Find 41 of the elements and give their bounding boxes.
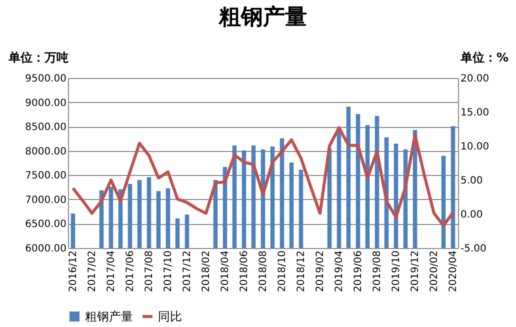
x-tick-label: 2019/12: [410, 250, 422, 292]
x-tick-label: 2018/10: [277, 250, 288, 292]
y2-tick-label: 10.00: [460, 142, 490, 152]
y2-tick-label: 20.00: [460, 74, 490, 84]
y-tick-label: 6500.00: [25, 219, 66, 230]
y2-axis-title: 单位：%: [459, 50, 508, 64]
x-tick-label: 2018/08: [258, 250, 269, 292]
x-tick-label: 2019/10: [391, 250, 402, 292]
x-tick-label: 2019/02: [315, 250, 326, 292]
x-tick-label: 2018/02: [200, 250, 212, 292]
x-tick-label: 2017/10: [162, 250, 174, 292]
y-tick-label: 9000.00: [25, 98, 66, 109]
x-tick-label: 2018/06: [239, 250, 250, 292]
y2-tick-label: 15.00: [460, 108, 490, 118]
y-tick-label: 7500.00: [25, 170, 66, 182]
y-tick-label: 8000.00: [25, 146, 66, 158]
x-tick-label: 2018/04: [220, 250, 231, 292]
legend-label: 同比: [158, 310, 182, 324]
x-tick-label: 2017/08: [144, 250, 155, 292]
x-tick-label: 2019/06: [353, 250, 364, 292]
y2-tick-label: 0.00: [460, 210, 483, 220]
x-tick-label: 2020/02: [429, 250, 440, 292]
y2-tick-label: -5.00: [460, 244, 486, 254]
y2-tick-label: 5.00: [460, 176, 483, 186]
y-tick-label: 7000.00: [25, 194, 66, 206]
x-tick-label: 2016/12: [68, 250, 79, 292]
x-tick-label: 2019/04: [334, 250, 346, 292]
x-tick-label: 2018/12: [296, 250, 307, 292]
y-tick-label: 8500.00: [25, 122, 66, 134]
x-tick-label: 2020/04: [448, 250, 460, 292]
x-tick-label: 2017/12: [182, 250, 193, 292]
line-series: [71, 126, 455, 228]
y-tick-label: 6000.00: [25, 244, 66, 254]
legend-label: 粗钢产量: [85, 310, 133, 324]
x-tick-label: 2017/02: [86, 250, 98, 292]
x-tick-label: 2017/04: [106, 250, 117, 292]
y-axis-title: 单位：万吨: [8, 50, 68, 64]
y-tick-label: 9500.00: [25, 74, 66, 84]
x-tick-label: 2017/06: [124, 250, 136, 292]
chart-title: 粗钢产量: [218, 4, 307, 30]
x-tick-label: 2019/08: [372, 250, 384, 292]
